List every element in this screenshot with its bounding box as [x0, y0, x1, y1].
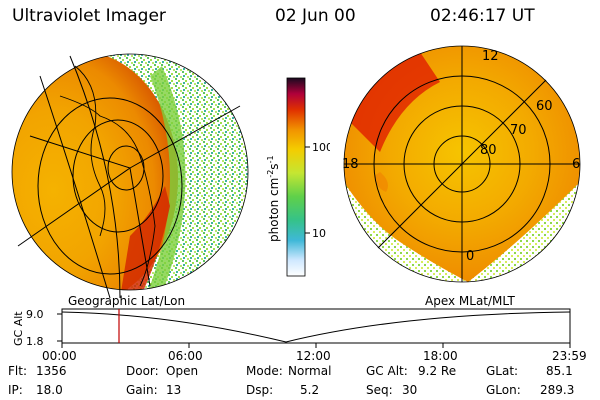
dsp-value: 5.2	[300, 383, 320, 397]
door-label: Door:	[126, 364, 159, 378]
altitude-tick-1-8: 1.8	[26, 335, 44, 348]
colorbar-scale	[286, 77, 306, 277]
glon-value: 289.3	[540, 383, 575, 397]
date-label: 02 Jun 00	[275, 6, 356, 26]
colorbar-unit-label: photon cm-2s-1	[266, 155, 281, 242]
mlt-label-18: 18	[342, 157, 359, 172]
time-tick-1800: 18:00	[423, 349, 458, 363]
glat-value: 85.1	[546, 364, 573, 378]
mlt-label-12: 12	[482, 49, 499, 64]
mlat-label-80: 80	[480, 143, 497, 158]
mlat-label-60: 60	[536, 99, 553, 114]
ip-value: 18.0	[36, 383, 63, 397]
mlat-label-70: 70	[510, 123, 527, 138]
time-label: 02:46:17 UT	[430, 6, 535, 26]
altitude-curve	[61, 311, 571, 343]
time-tick-1200: 12:00	[296, 349, 331, 363]
gain-value: 13	[166, 383, 182, 397]
colorbar-tick-10: 10	[312, 227, 326, 240]
apex-panel-label: Apex MLat/MLT	[425, 294, 515, 308]
altitude-tick-9: 9.0	[26, 308, 44, 321]
flt-label: Flt:	[8, 364, 27, 378]
gcalt-label: GC Alt:	[366, 364, 408, 378]
colorbar: 100 10 photon cm-2s-1	[266, 77, 330, 277]
mlt-label-0: 0	[466, 249, 474, 264]
glat-label: GLat:	[486, 364, 519, 378]
time-tick-2359: 23:59	[552, 349, 587, 363]
ip-label: IP:	[8, 383, 23, 397]
flt-value: 1356	[36, 364, 67, 378]
glon-label: GLon:	[486, 383, 521, 397]
instrument-title: Ultraviolet Imager	[12, 6, 166, 26]
altitude-strip: GC Alt 9.0 1.8 00:00 06:00 12:00 18:00 2…	[12, 308, 587, 363]
colorbar-tick-100: 100	[312, 141, 330, 154]
geographic-image	[11, 53, 249, 298]
polar-plot: 12 18 6 0 60 70 80	[342, 45, 581, 283]
gcalt-value: 9.2 Re	[418, 364, 457, 378]
altitude-axis-label: GC Alt	[12, 311, 25, 346]
time-tick-0000: 00:00	[42, 349, 77, 363]
gain-label: Gain:	[126, 383, 158, 397]
mlt-label-6: 6	[572, 157, 580, 172]
seq-label: Seq:	[366, 383, 393, 397]
seq-value: 30	[402, 383, 418, 397]
time-tick-0600: 06:00	[168, 349, 203, 363]
geographic-panel-label: Geographic Lat/Lon	[68, 294, 186, 308]
dsp-label: Dsp:	[246, 383, 274, 397]
mode-value: Normal	[288, 364, 332, 378]
door-value: Open	[166, 364, 199, 378]
mode-label: Mode:	[246, 364, 283, 378]
